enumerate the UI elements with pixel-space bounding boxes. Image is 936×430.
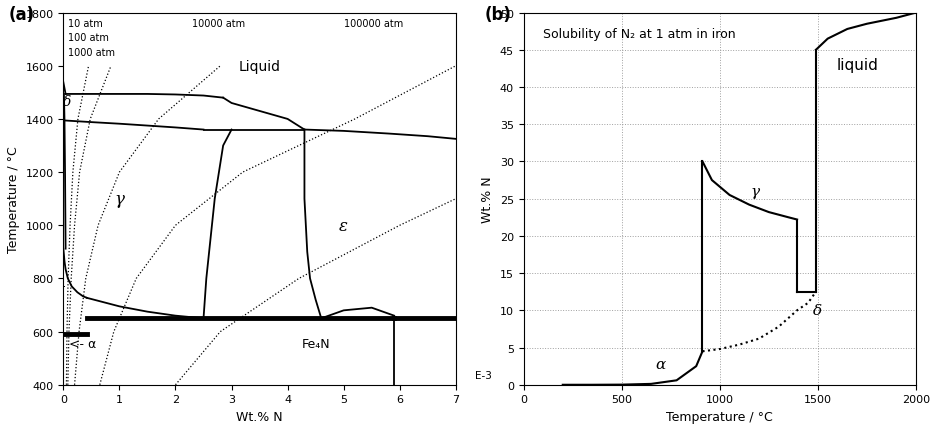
- Text: (b): (b): [484, 6, 511, 24]
- Text: Liquid: Liquid: [239, 60, 280, 74]
- Text: Solubility of N₂ at 1 atm in iron: Solubility of N₂ at 1 atm in iron: [543, 28, 735, 41]
- X-axis label: Wt.% N: Wt.% N: [236, 410, 283, 423]
- Text: <- α: <- α: [69, 337, 96, 350]
- Text: δ: δ: [63, 95, 71, 109]
- Text: 1000 atm: 1000 atm: [67, 48, 115, 58]
- Text: 100 atm: 100 atm: [67, 32, 109, 43]
- Text: E-3: E-3: [475, 371, 491, 381]
- X-axis label: Temperature / °C: Temperature / °C: [665, 410, 772, 423]
- Text: γ: γ: [750, 185, 759, 199]
- Y-axis label: Temperature / °C: Temperature / °C: [7, 146, 20, 252]
- Y-axis label: Wt.% N: Wt.% N: [480, 176, 493, 222]
- Text: γ: γ: [114, 191, 124, 208]
- Text: (a): (a): [8, 6, 35, 24]
- Text: Fe₄N: Fe₄N: [301, 337, 329, 350]
- Text: 10000 atm: 10000 atm: [192, 19, 245, 29]
- Text: α: α: [655, 357, 665, 371]
- Text: δ: δ: [812, 304, 822, 318]
- Text: ε: ε: [339, 217, 348, 234]
- Text: 10 atm: 10 atm: [67, 19, 102, 29]
- Text: 100000 atm: 100000 atm: [344, 19, 402, 29]
- Text: liquid: liquid: [835, 58, 877, 73]
